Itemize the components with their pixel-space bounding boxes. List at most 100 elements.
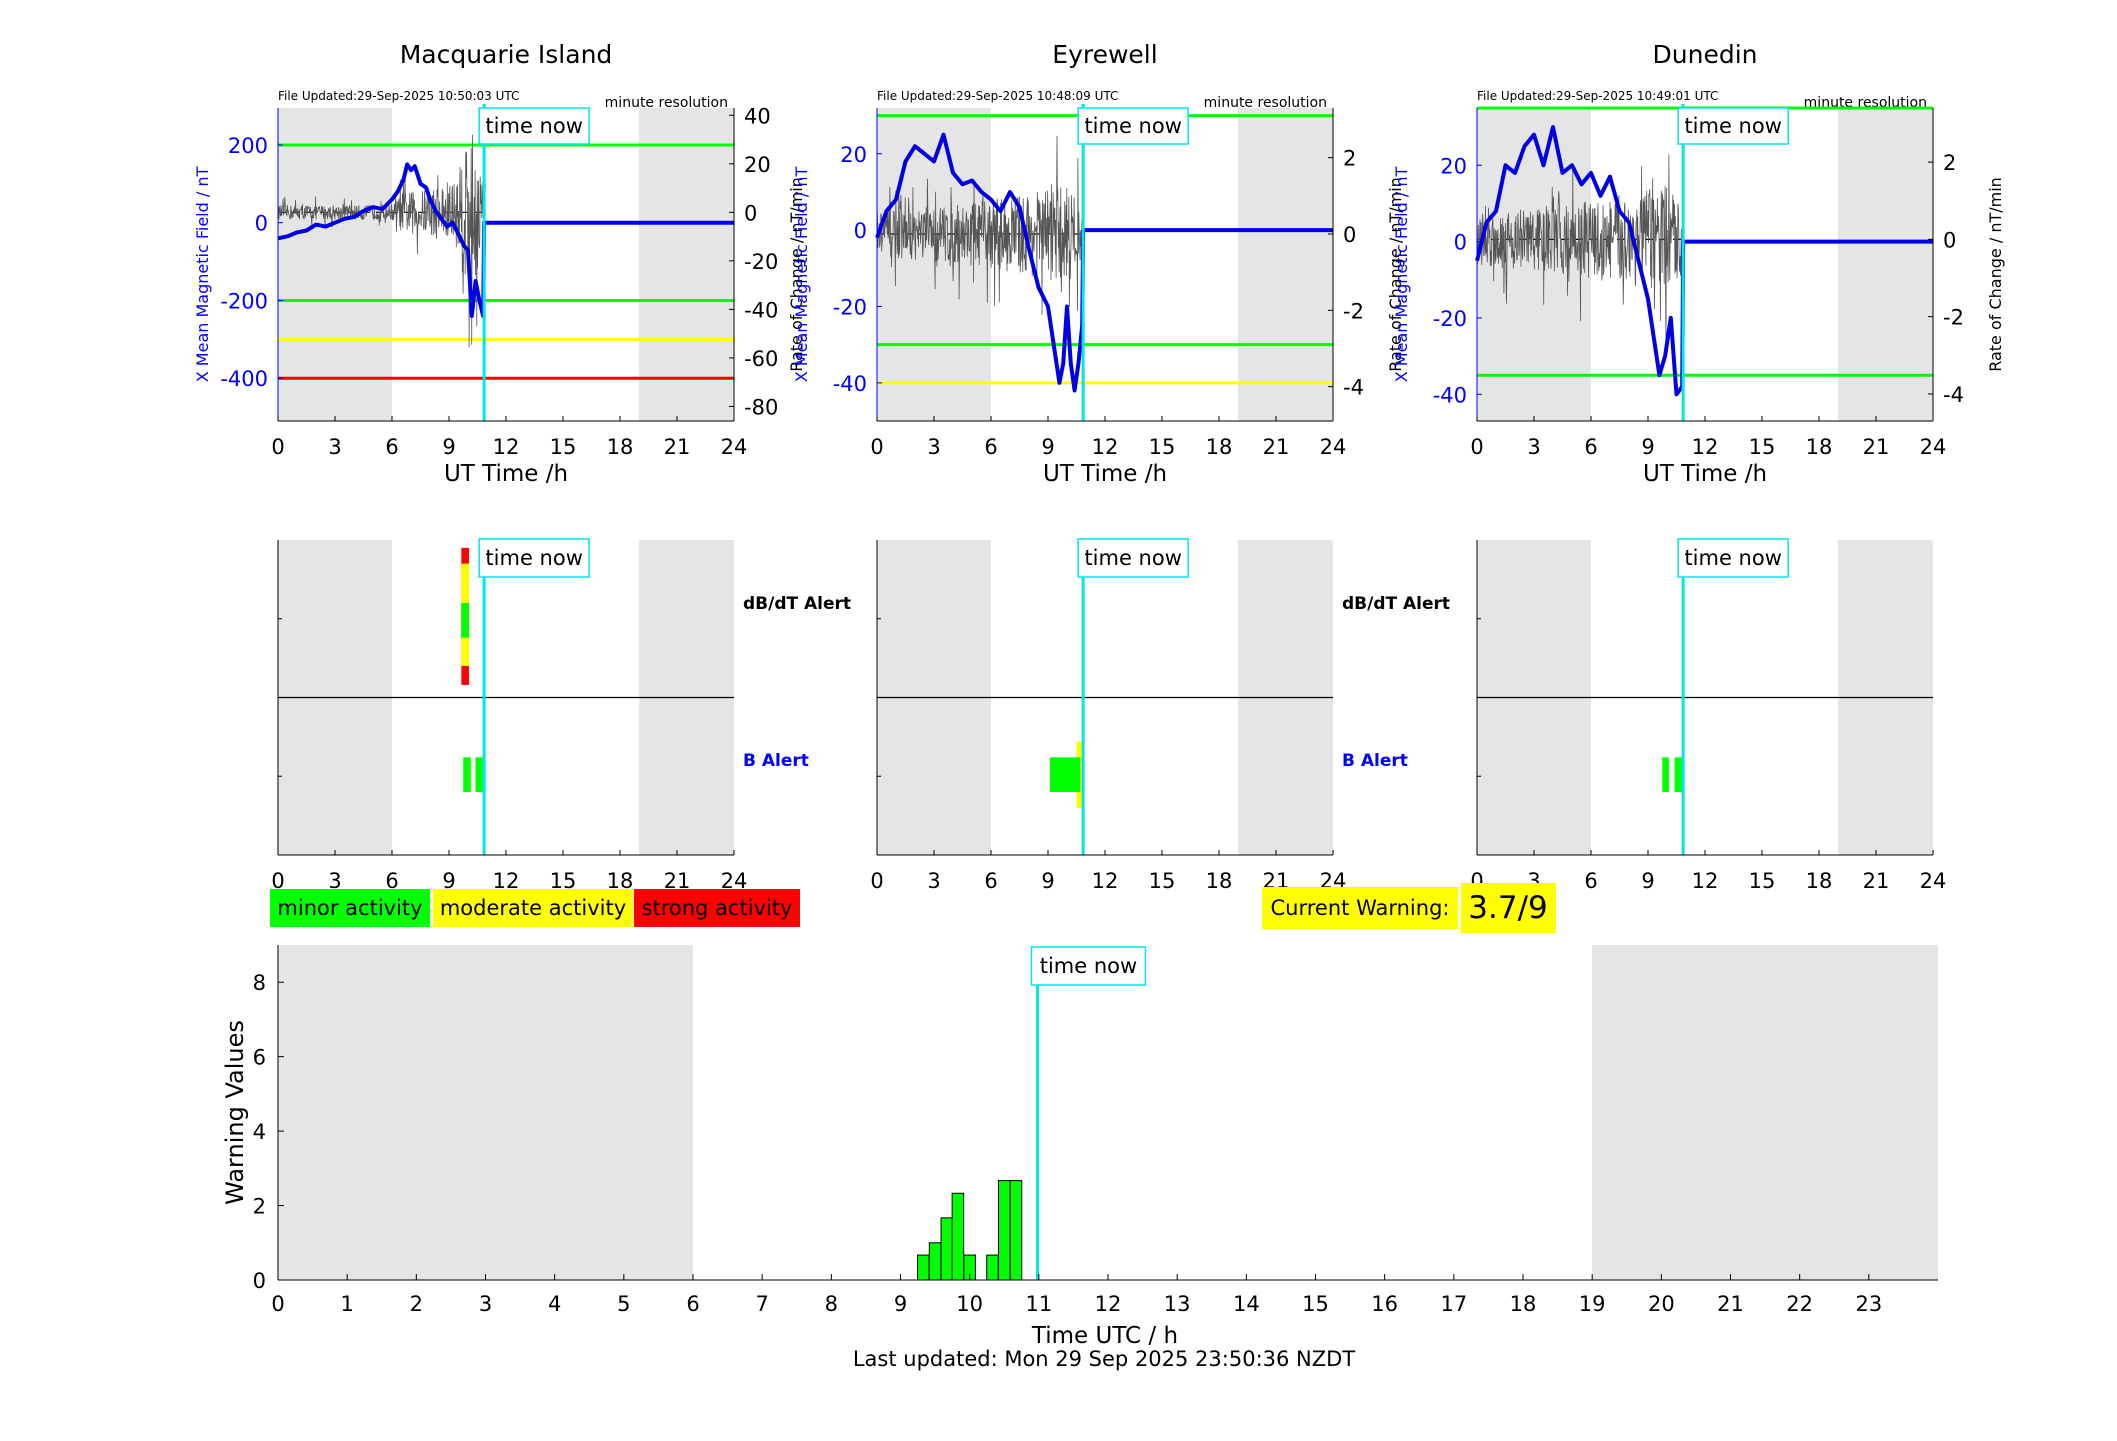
x-tick-label: 21 [664, 435, 691, 459]
y-axis-label: Warning Values [221, 1020, 249, 1205]
x-tick-label: 6 [1584, 869, 1597, 893]
x-tick-label: 10 [956, 1292, 983, 1316]
x-tick-label: 9 [1641, 435, 1654, 459]
x-tick-label: 9 [1041, 869, 1054, 893]
x-tick-label: 18 [1206, 435, 1233, 459]
x-tick-label: 9 [894, 1292, 907, 1316]
left-tick-label: -20 [833, 295, 867, 319]
b-alert-block [1662, 757, 1669, 792]
warning-bar [928, 1242, 942, 1281]
x-tick-label: 21 [1863, 869, 1890, 893]
x-tick-label: 15 [1149, 869, 1176, 893]
left-tick-label: 20 [840, 143, 867, 167]
night-band [278, 108, 392, 421]
time-now-box [1030, 946, 1147, 986]
night-band [639, 108, 734, 421]
x-axis-label: UT Time /h [444, 461, 568, 487]
x-tick-label: 11 [1025, 1292, 1052, 1316]
x-tick-label: 15 [550, 435, 577, 459]
station-title: Macquarie Island [400, 40, 613, 69]
b-alert-block [475, 757, 484, 792]
x-tick-label: 9 [1041, 435, 1054, 459]
rate-of-change-series [876, 135, 1083, 315]
x-field-series [277, 162, 734, 318]
y-tick-label: 6 [253, 1046, 266, 1070]
x-tick-label: 21 [1863, 435, 1890, 459]
file-updated: File Updated:29-Sep-2025 10:48:09 UTC [877, 89, 1118, 103]
x-field-series [875, 132, 1333, 393]
station-panels: Macquarie Island File Updated:29-Sep-2025… [193, 40, 2005, 487]
x-tick-label: 19 [1579, 1292, 1606, 1316]
time-now-box [1677, 538, 1789, 578]
time-now-box [1077, 538, 1189, 578]
legend-moderate-swatch [433, 889, 633, 927]
station-panel-macquarie: Macquarie Island File Updated:29-Sep-2025… [193, 40, 806, 487]
x-tick-label: 1 [340, 1292, 353, 1316]
right-tick-label: 2 [1943, 151, 1956, 175]
rate-of-change-series [277, 134, 484, 348]
right-y-axis-label: Rate of Change / nT/min [1986, 177, 2005, 372]
x-tick-label: 21 [1263, 435, 1290, 459]
legend-strong-label: strong activity [642, 896, 793, 920]
x-tick-label: 3 [479, 1292, 492, 1316]
current-warning-label-box [1262, 887, 1458, 929]
time-now-label: time now [485, 114, 582, 138]
x-tick-label: 0 [271, 435, 284, 459]
legend-moderate-label: moderate activity [440, 896, 626, 920]
x-tick-label: 20 [1648, 1292, 1675, 1316]
left-tick-label: 0 [255, 212, 268, 236]
warning-bar [917, 1254, 930, 1281]
x-tick-label: 3 [1527, 435, 1540, 459]
left-tick-label: -20 [1433, 307, 1467, 331]
alert-panels: time now 0 3 6 9 12 15 18 21 24 dB/dT Alert B Alert… [271, 538, 1946, 893]
x-tick-label: 24 [721, 435, 748, 459]
x-tick-label: 0 [1470, 435, 1483, 459]
y-tick-label: 0 [253, 1269, 266, 1293]
right-tick-label: 0 [1943, 228, 1956, 252]
x-tick-label: 21 [1717, 1292, 1744, 1316]
left-tick-label: -40 [1433, 383, 1467, 407]
right-tick-label: 2 [1343, 147, 1356, 171]
right-tick-label: -4 [1943, 383, 1964, 407]
b-alert-block [463, 757, 471, 792]
resolution-label: minute resolution [1204, 95, 1327, 111]
x-tick-label: 4 [548, 1292, 561, 1316]
left-tick-label: -400 [220, 367, 268, 391]
time-now-label: time now [1684, 114, 1781, 138]
b-alert-label: B Alert [1342, 751, 1408, 771]
night-band [1238, 108, 1333, 421]
left-y-axis-label: X Mean Magnetic Field / nT [792, 167, 811, 383]
legend-minor-swatch [270, 889, 430, 927]
x-tick-label: 6 [984, 435, 997, 459]
x-tick-label: 18 [1206, 869, 1233, 893]
warning-bar [1009, 1180, 1023, 1281]
x-tick-label: 15 [1749, 435, 1776, 459]
right-tick-label: -4 [1343, 376, 1364, 400]
x-tick-label: 15 [1302, 1292, 1329, 1316]
x-axis-label: UT Time /h [1643, 461, 1767, 487]
station-title: Dunedin [1653, 40, 1758, 69]
x-tick-label: 6 [686, 1292, 699, 1316]
station-panel-eyrewell: Eyrewell File Updated:29-Sep-2025 10:48:0… [792, 40, 1405, 487]
y-tick-label: 2 [253, 1195, 266, 1219]
x-tick-label: 16 [1371, 1292, 1398, 1316]
x-tick-label: 18 [607, 435, 634, 459]
x-tick-label: 24 [1920, 435, 1947, 459]
activity-legend: minor activity moderate activity strong … [270, 889, 800, 927]
x-tick-label: 0 [870, 869, 883, 893]
x-tick-label: 14 [1233, 1292, 1260, 1316]
x-tick-label: 17 [1440, 1292, 1467, 1316]
dbdt-alert-label: dB/dT Alert [1342, 594, 1450, 614]
night-band [1592, 945, 1938, 1280]
x-tick-label: 2 [410, 1292, 423, 1316]
current-warning-value: 3.7/9 [1468, 890, 1547, 926]
left-tick-label: 200 [228, 134, 268, 158]
x-tick-label: 15 [1149, 435, 1176, 459]
x-tick-label: 3 [927, 869, 940, 893]
x-tick-label: 5 [617, 1292, 630, 1316]
x-tick-label: 18 [1806, 435, 1833, 459]
